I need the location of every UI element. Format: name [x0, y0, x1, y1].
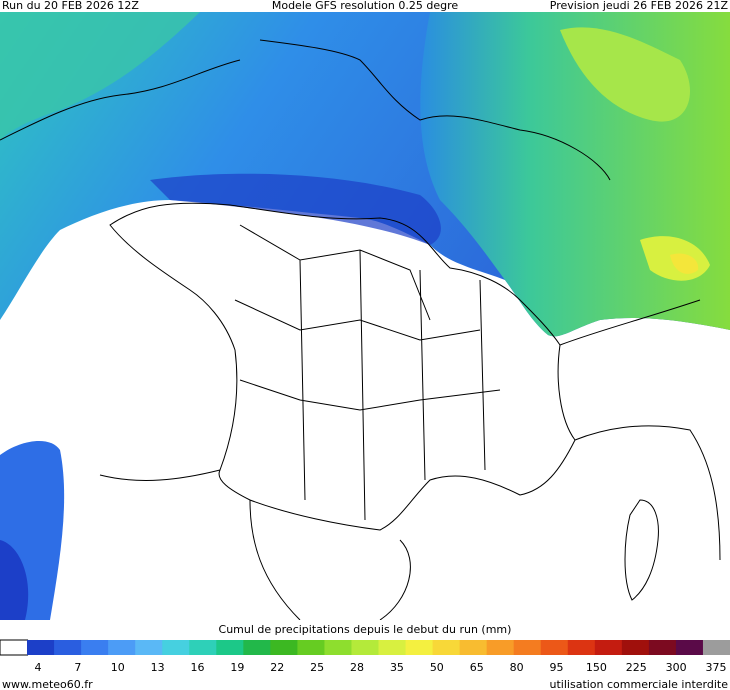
color-swatch — [108, 640, 136, 655]
colorbar-label: 16 — [191, 661, 205, 674]
notice-label: utilisation commerciale interdite — [550, 678, 729, 690]
colorbar-label: 150 — [586, 661, 607, 674]
color-swatch — [162, 640, 190, 655]
color-swatch — [567, 640, 596, 655]
colorbar-label: 80 — [510, 661, 524, 674]
color-swatch — [297, 640, 325, 655]
forecast-label: Prevision jeudi 26 FEB 2026 21Z — [550, 0, 729, 12]
colorbar-label: 10 — [111, 661, 125, 674]
color-swatch — [54, 640, 82, 655]
colorbar-label: 13 — [151, 661, 165, 674]
colorbar-label: 4 — [35, 661, 42, 674]
color-swatch — [216, 640, 244, 655]
colorbar-label: 19 — [230, 661, 244, 674]
colorbar-label: 375 — [706, 661, 727, 674]
coastlines — [0, 39, 721, 621]
color-swatch — [81, 640, 109, 655]
color-swatch — [0, 639, 29, 656]
color-swatch — [324, 640, 352, 655]
color-swatch — [459, 640, 488, 655]
colorbar-label: 28 — [350, 661, 364, 674]
color-swatch — [486, 640, 515, 655]
precipitation-field — [0, 12, 730, 620]
colorbar-label: 225 — [626, 661, 647, 674]
colorbar-label: 22 — [270, 661, 284, 674]
legend-title: Cumul de precipitations depuis le debut … — [219, 623, 512, 636]
colorbar-label: 95 — [549, 661, 563, 674]
color-swatch — [270, 640, 298, 655]
colorbar-label: 25 — [310, 661, 324, 674]
colorbar-label: 50 — [430, 661, 444, 674]
colorbar-label: 7 — [74, 661, 81, 674]
model-label: Modele GFS resolution 0.25 degre — [272, 0, 459, 12]
color-swatch — [594, 640, 623, 655]
colorbar: 4 7 10 13 16 19 22 25 28 35 50 65 80 95 150 225 300 375 — [0, 639, 730, 674]
color-swatch — [189, 640, 217, 655]
color-swatch — [513, 640, 542, 655]
color-swatch — [675, 640, 704, 655]
run-label: Run du 20 FEB 2026 12Z — [2, 0, 139, 12]
color-swatch — [378, 640, 407, 655]
color-swatch — [351, 640, 380, 655]
color-swatch — [405, 640, 434, 655]
colorbar-label: 300 — [666, 661, 687, 674]
color-swatch — [135, 640, 163, 655]
color-swatch — [621, 640, 650, 655]
color-swatch — [540, 640, 569, 655]
color-swatch — [243, 640, 271, 655]
color-swatch — [648, 640, 677, 655]
color-swatch — [27, 640, 55, 655]
colorbar-label: 65 — [470, 661, 484, 674]
color-swatch — [702, 640, 730, 655]
colorbar-label: 35 — [390, 661, 404, 674]
site-label: www.meteo60.fr — [2, 678, 93, 690]
color-swatch — [432, 640, 461, 655]
